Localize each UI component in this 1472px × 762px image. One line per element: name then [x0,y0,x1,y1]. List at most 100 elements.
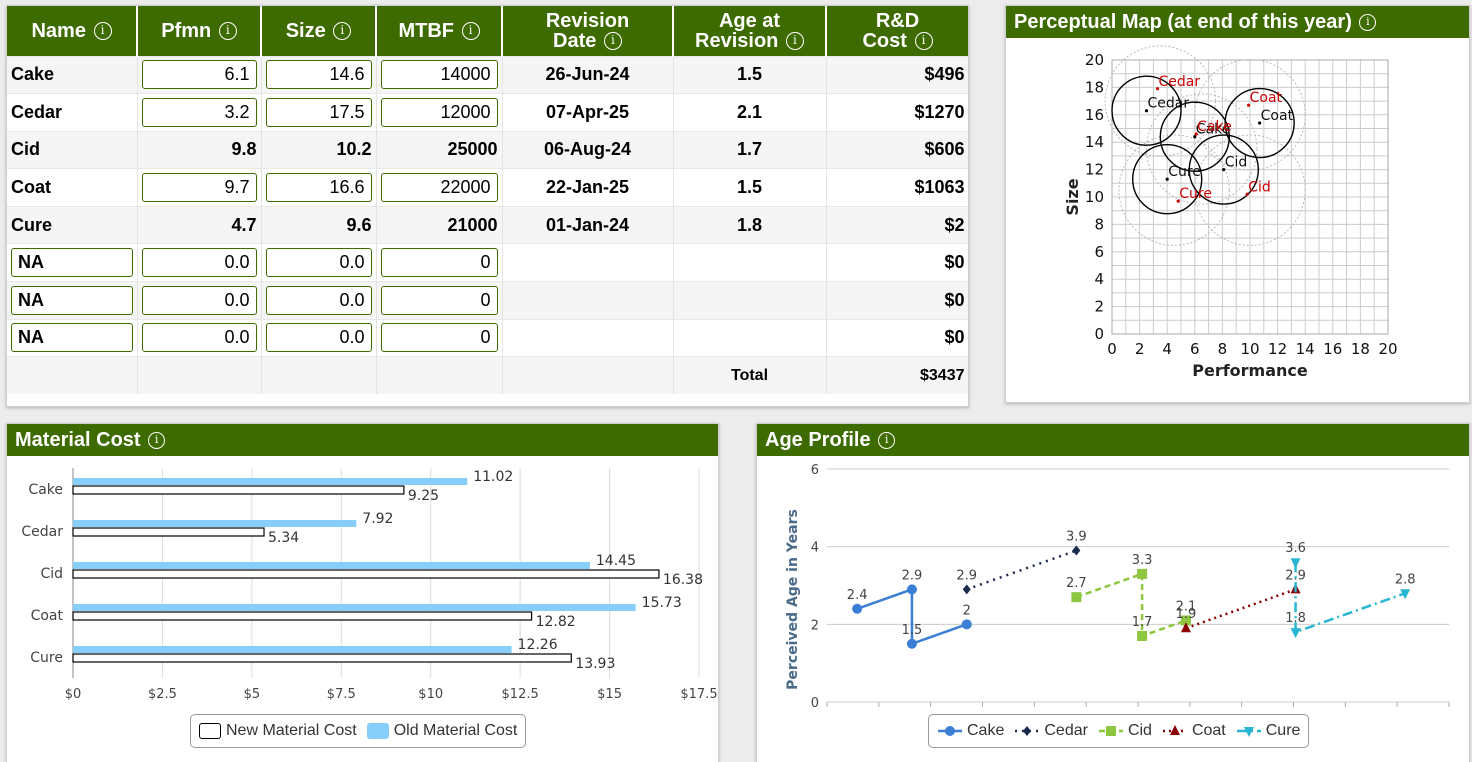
mtbf-input[interactable]: 14000 [380,60,498,90]
perceptual-map-panel: Perceptual Map (at end of this year) i 0… [1005,5,1470,403]
mtbf-cell: 22000 [376,168,503,207]
data-point [906,638,917,649]
x-tick-label: $10 [418,687,443,702]
legend-label: Cid [1127,722,1152,739]
rd-cost-cell: $0 [826,243,968,282]
legend-label: New Material Cost [226,722,357,739]
revised-product-point [1194,132,1198,136]
legend-item-cake[interactable]: Cake [937,722,1004,740]
new-cost-value-label: 5.34 [268,530,299,546]
old-material-cost-bar [73,520,357,527]
series-line-cedar [966,549,1077,591]
data-point [1243,727,1254,737]
size-input[interactable]: 14.6 [265,60,372,90]
size-input[interactable]: 0.0 [265,285,372,315]
pfmn-input[interactable]: 3.2 [141,97,257,127]
current-product-point [1144,109,1149,113]
data-point [1137,568,1148,579]
x-tick-label: 2 [1135,340,1145,358]
mtbf-input[interactable]: 12000 [380,97,498,127]
info-icon[interactable]: i [878,432,896,450]
pfmn-input[interactable]: 9.7 [141,173,257,203]
product-name-input[interactable]: NA [11,248,133,278]
pfmn-cell: 9.7 [137,168,262,207]
info-icon[interactable]: i [914,32,933,51]
pfmn-input[interactable]: 0.0 [141,248,257,278]
segment-circle [1188,134,1259,205]
pfmn-input[interactable]: 0.0 [141,323,257,353]
old-cost-value-label: 12.26 [518,637,558,653]
data-label: 2.8 [1395,572,1416,587]
pfmn-input[interactable]: 0.0 [141,285,257,315]
age-profile-title: Age Profile [765,429,871,451]
mtbf-input[interactable]: 0 [380,285,498,315]
mtbf-cell: 0 [376,243,503,282]
info-icon[interactable]: i [93,22,112,41]
info-icon[interactable]: i [1359,14,1377,32]
table-row: Coat 9.7 16.6 22000 22-Jan-25 1.5 $1063 [7,168,968,207]
y-tick-label: 20 [1085,51,1104,69]
product-name-cell: NA [7,243,138,282]
size-cell: 0.0 [261,281,377,320]
legend-item-coat[interactable]: Coat [1162,722,1226,740]
mtbf-input[interactable]: 0 [380,248,498,278]
table-row: Cedar 3.2 17.5 12000 07-Apr-25 2.1 $1270 [7,93,968,132]
revised-product-point [1176,199,1180,203]
series-line-coat [1185,588,1296,630]
empty-cell [502,356,674,395]
product-name-input[interactable]: NA [11,323,133,353]
x-tick-label: 4 [1162,340,1172,358]
data-label: 3.3 [1132,553,1153,568]
revised-product-point [1155,87,1160,91]
size-input[interactable]: 16.6 [265,173,372,203]
pfmn-value: 9.8 [231,139,257,160]
current-product-label: Cake [1196,122,1231,138]
x-tick-label: $12.5 [502,687,539,702]
rd-cost-value: $2 [944,214,965,235]
info-icon[interactable]: i [148,432,166,450]
legend-item-new-material-cost[interactable]: New Material Cost [199,722,357,740]
x-tick-label: $17.5 [680,687,717,702]
mtbf-input[interactable]: 22000 [380,173,498,203]
info-icon[interactable]: i [218,22,237,41]
age-at-revision-cell: 1.7 [673,130,827,169]
data-point [961,619,972,630]
material-cost-header: Material Cost i [7,424,718,456]
legend-item-cure[interactable]: Cure [1236,722,1300,740]
table-row: NA 0.0 0.0 0 $0 [7,318,968,357]
legend-item-cid[interactable]: Cid [1098,722,1152,740]
mtbf-cell: 14000 [376,55,503,94]
category-label: Cid [40,566,63,582]
x-tick-label: $7.5 [327,687,356,702]
pfmn-cell: 4.7 [137,205,262,244]
size-input[interactable]: 17.5 [265,97,372,127]
product-name-input[interactable]: NA [11,285,133,315]
category-label: Cedar [21,524,63,540]
rd-cost-cell: $2 [826,205,968,244]
revised-product-label: Coat [1250,90,1283,106]
mtbf-input[interactable]: 0 [380,323,498,353]
current-product-point [1165,177,1169,181]
info-icon[interactable]: i [785,32,804,51]
old-material-cost-bar [73,478,468,485]
legend-item-cedar[interactable]: Cedar [1014,722,1088,740]
size-input[interactable]: 0.0 [265,323,372,353]
pfmn-cell: 0.0 [137,318,262,357]
rd-cost-cell: $1270 [826,93,968,132]
age-at-revision-cell [673,243,827,282]
size-input[interactable]: 0.0 [265,248,372,278]
legend-swatch [366,723,389,739]
column-header-label: Age at [718,9,781,32]
rd-cost-cell: $496 [826,55,968,94]
info-icon[interactable]: i [603,32,622,51]
column-header-label: Pfmn [161,19,212,42]
info-icon[interactable]: i [333,22,352,41]
info-icon[interactable]: i [461,22,480,41]
age-at-revision-cell [673,281,827,320]
pfmn-input[interactable]: 6.1 [141,60,257,90]
age-at-revision-value: 1.8 [736,214,763,235]
legend-item-old-material-cost[interactable]: Old Material Cost [366,722,517,740]
product-name: Cid [11,139,40,160]
current-product-point [1258,121,1262,125]
revised-product-point [1247,103,1251,107]
